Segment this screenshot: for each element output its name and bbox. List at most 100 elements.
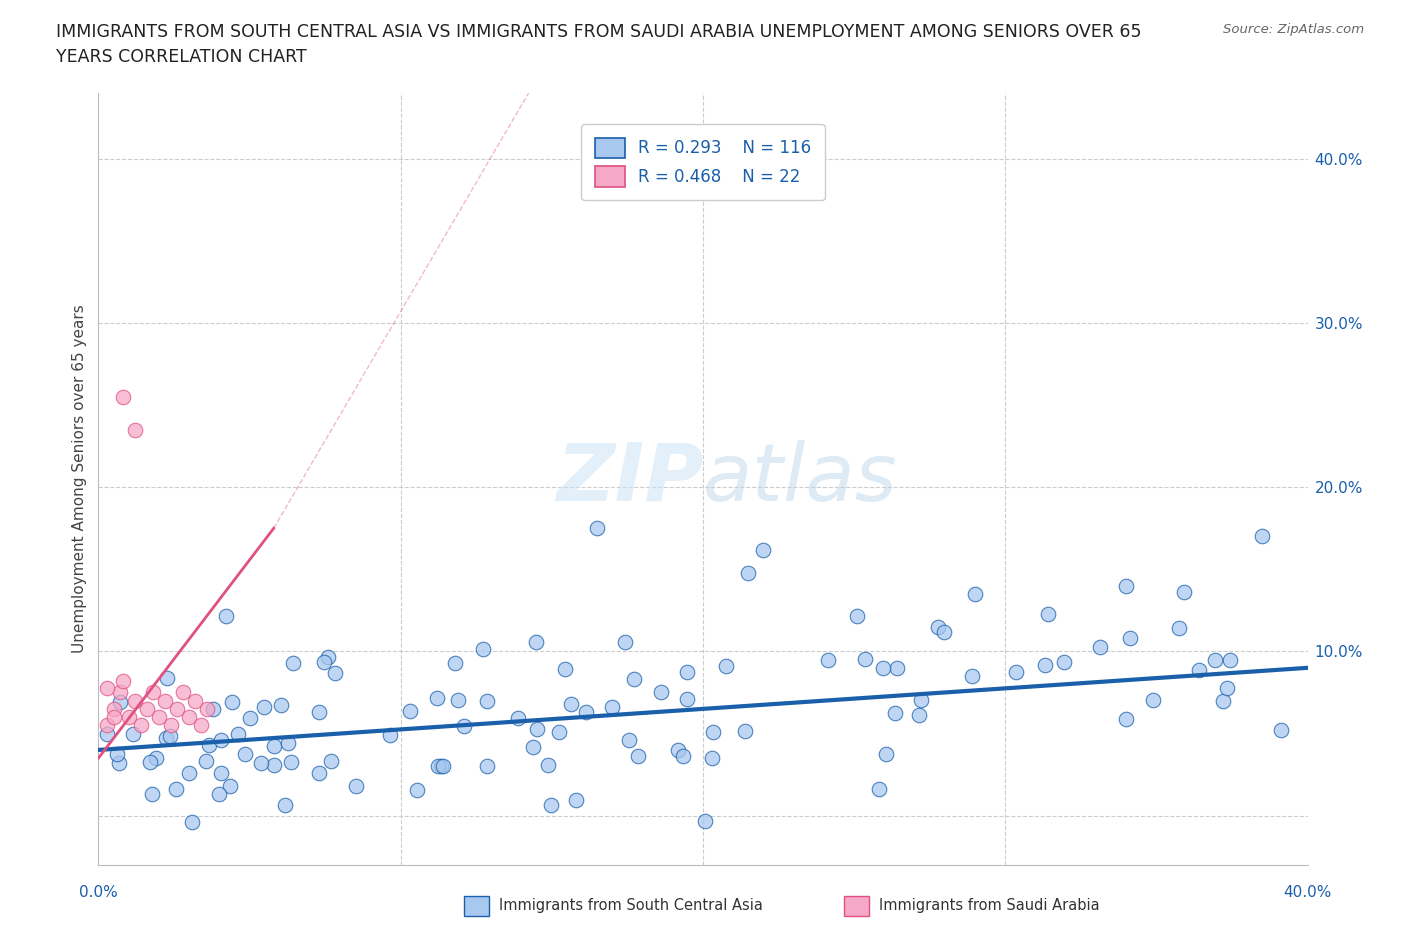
Point [148, 710, 170, 724]
Point [219, 778, 242, 793]
Point [96, 718, 118, 733]
Point [737, 565, 759, 580]
Point [447, 693, 470, 708]
Point [453, 718, 475, 733]
Point [1119, 631, 1142, 645]
Point [927, 619, 949, 634]
Point [124, 422, 146, 437]
Point [426, 691, 449, 706]
Point [202, 701, 225, 716]
Legend: R = 0.293    N = 116, R = 0.468    N = 22: R = 0.293 N = 116, R = 0.468 N = 22 [582, 125, 824, 200]
Point [195, 754, 218, 769]
Point [103, 710, 125, 724]
Point [105, 747, 128, 762]
Point [1053, 654, 1076, 669]
Y-axis label: Unemployment Among Seniors over 65 years: Unemployment Among Seniors over 65 years [72, 305, 87, 654]
Point [233, 747, 256, 762]
Point [209, 765, 232, 780]
Point [184, 693, 207, 708]
Point [872, 661, 894, 676]
Point [1212, 693, 1234, 708]
Point [181, 815, 204, 830]
Point [752, 542, 775, 557]
Point [1270, 723, 1292, 737]
Point [475, 694, 498, 709]
Point [283, 656, 305, 671]
Point [312, 655, 335, 670]
Point [702, 724, 724, 739]
Point [868, 781, 890, 796]
Text: ZIP: ZIP [555, 440, 703, 518]
Point [1188, 662, 1211, 677]
Text: atlas: atlas [703, 440, 898, 518]
Point [141, 787, 163, 802]
Point [666, 743, 689, 758]
Point [263, 738, 285, 753]
Point [323, 666, 346, 681]
Point [472, 641, 495, 656]
Text: Immigrants from Saudi Arabia: Immigrants from Saudi Arabia [879, 898, 1099, 913]
Point [166, 701, 188, 716]
Point [908, 707, 931, 722]
Point [1115, 711, 1137, 726]
Point [250, 756, 273, 771]
Point [564, 792, 586, 807]
Point [672, 749, 695, 764]
Point [693, 814, 716, 829]
Point [522, 739, 544, 754]
Point [172, 685, 194, 700]
Text: Immigrants from South Central Asia: Immigrants from South Central Asia [499, 898, 763, 913]
Point [1142, 693, 1164, 708]
Point [430, 759, 453, 774]
Point [111, 390, 134, 405]
Point [263, 757, 285, 772]
Point [253, 699, 276, 714]
Point [600, 699, 623, 714]
Point [122, 726, 145, 741]
Point [177, 765, 200, 780]
Point [160, 718, 183, 733]
Point [883, 705, 905, 720]
Point [426, 759, 449, 774]
Point [139, 754, 162, 769]
Point [477, 758, 499, 773]
Point [1115, 578, 1137, 593]
Point [875, 747, 897, 762]
Point [627, 749, 650, 764]
Point [145, 751, 167, 765]
Point [932, 625, 955, 640]
Point [560, 697, 582, 711]
Point [308, 704, 330, 719]
Point [960, 668, 983, 683]
Point [124, 693, 146, 708]
Point [321, 753, 343, 768]
Point [432, 759, 454, 774]
Point [344, 778, 367, 793]
Point [853, 652, 876, 667]
Point [714, 658, 737, 673]
Point [118, 710, 141, 724]
Point [156, 671, 179, 685]
Point [96, 680, 118, 695]
Point [308, 765, 330, 780]
Point [734, 724, 756, 738]
Point [190, 718, 212, 733]
Point [198, 737, 221, 752]
Point [280, 755, 302, 770]
Point [209, 733, 232, 748]
Point [676, 665, 699, 680]
Point [1173, 585, 1195, 600]
Point [817, 653, 839, 668]
Point [274, 797, 297, 812]
Point [108, 695, 131, 710]
Point [111, 673, 134, 688]
Point [1088, 640, 1111, 655]
Text: 40.0%: 40.0% [1284, 884, 1331, 899]
Point [575, 704, 598, 719]
Point [548, 724, 571, 739]
Point [107, 755, 129, 770]
Point [208, 787, 231, 802]
Point [1251, 529, 1274, 544]
Point [318, 650, 340, 665]
Point [270, 698, 292, 712]
